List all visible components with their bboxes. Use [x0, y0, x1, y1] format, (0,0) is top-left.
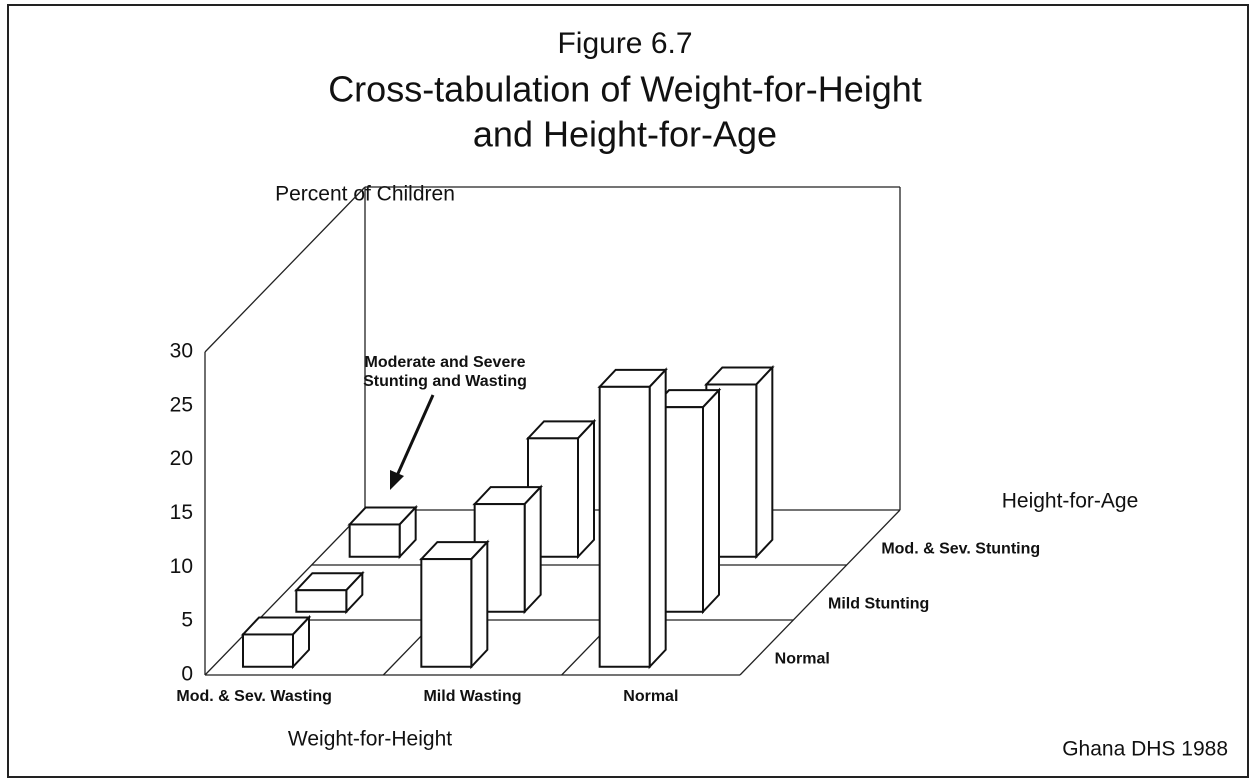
bar — [295, 589, 348, 613]
axis-line — [204, 509, 366, 676]
legend-label: Mild Stunting — [828, 596, 929, 613]
figure-number: Figure 6.7 — [557, 27, 692, 60]
axis-line — [204, 186, 366, 353]
x-tick-label: Mod. & Sev. Wasting — [176, 688, 332, 705]
bar — [598, 385, 651, 668]
y-tick-label: 10 — [170, 555, 193, 578]
annotation: Stunting and Wasting — [363, 373, 527, 390]
bar-3d — [294, 570, 365, 615]
bar-3d — [597, 367, 668, 670]
legend-label: Normal — [775, 651, 830, 668]
arrow-head — [390, 470, 404, 490]
bar-side — [648, 367, 667, 670]
y-tick-label: 15 — [170, 501, 193, 524]
y-tick-label: 5 — [181, 609, 193, 632]
x-tick-label: Mild Wasting — [423, 688, 521, 705]
bar — [242, 633, 294, 668]
bar-3d — [240, 614, 312, 670]
axis-line — [739, 509, 901, 676]
bar-side — [702, 387, 720, 615]
annotation-arrow — [394, 394, 435, 479]
chart-title: and Height-for-Age — [473, 114, 777, 155]
bar-side — [470, 539, 489, 670]
y-tick-label: 0 — [181, 663, 193, 686]
y-tick-label: 30 — [170, 340, 193, 363]
x-tick-label: Normal — [623, 688, 678, 705]
bar-side — [523, 484, 542, 615]
annotation: Moderate and Severe — [365, 354, 526, 371]
y-tick-label: 25 — [170, 393, 193, 416]
frame — [7, 4, 1249, 778]
legend-label: Mod. & Sev. Stunting — [881, 541, 1040, 558]
x-axis-label: Weight-for-Height — [288, 728, 452, 751]
chart-title: Cross-tabulation of Weight-for-Height — [328, 69, 922, 110]
y-tick-label: 20 — [170, 447, 193, 470]
bar — [420, 558, 473, 668]
source: Ghana DHS 1988 — [1062, 738, 1228, 761]
bar-3d — [525, 418, 597, 560]
depth-axis-label: Height-for-Age — [1002, 490, 1139, 513]
bar-3d — [347, 504, 418, 560]
bar-side — [577, 418, 595, 560]
bar — [348, 523, 401, 558]
bar-3d — [419, 539, 490, 670]
bar-side — [755, 364, 774, 560]
